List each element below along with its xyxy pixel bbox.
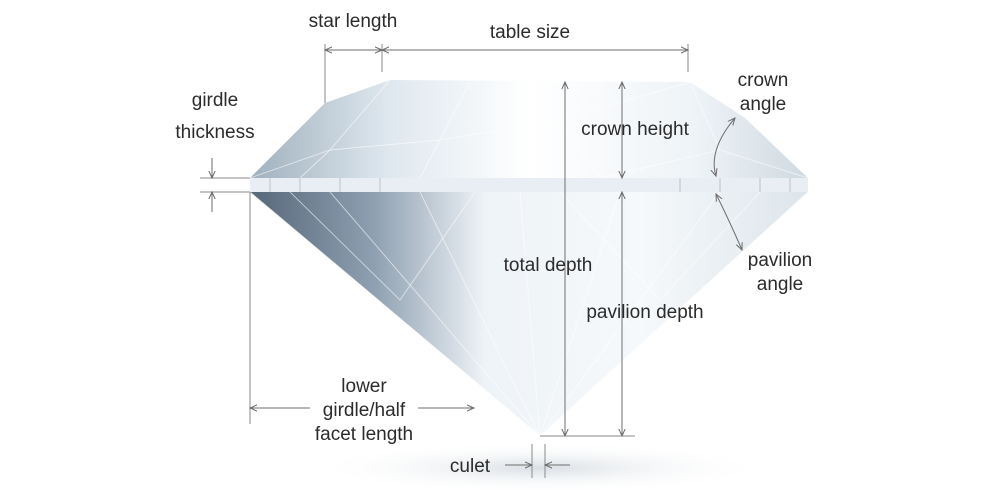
girdle-texture: [269, 178, 791, 192]
pavilion-angle-label-line1: pavilion: [748, 250, 812, 271]
crown-angle-label-line1: crown: [738, 70, 789, 91]
girdle-thickness-label-line2: thickness: [175, 122, 254, 143]
lower-girdle-label-line3: facet length: [315, 424, 413, 445]
crown: [250, 80, 808, 178]
star-length-label: star length: [309, 11, 398, 32]
girdle: [250, 178, 808, 192]
crown-angle-label-line2: angle: [740, 94, 787, 115]
table-size-label: table size: [490, 22, 570, 43]
girdle-thickness-label-line1: girdle: [192, 90, 238, 111]
pavilion-angle-label-line2: angle: [757, 274, 804, 295]
lower-girdle-label-line2: girdle/half: [323, 400, 406, 421]
pavilion-angle-arc: [716, 194, 742, 250]
stone-reflection: [310, 442, 770, 494]
crown-angle-arc: [714, 118, 735, 176]
measurement-lines: [200, 44, 742, 478]
pavilion-depth-label: pavilion depth: [586, 302, 703, 323]
total-depth-label: total depth: [504, 255, 593, 276]
crown-facets: [249, 79, 809, 179]
crown-height-label: crown height: [581, 119, 689, 140]
labels: star length table size girdle thickness …: [175, 11, 812, 477]
diamond-stone: [249, 79, 809, 437]
culet-label: culet: [450, 456, 491, 477]
lower-girdle-label-line1: lower: [341, 376, 387, 397]
pavilion: [250, 192, 808, 436]
